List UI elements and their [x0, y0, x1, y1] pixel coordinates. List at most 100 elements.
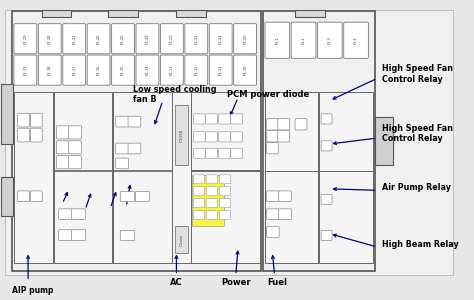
FancyBboxPatch shape — [193, 211, 205, 220]
Text: AC: AC — [170, 278, 183, 287]
FancyBboxPatch shape — [136, 191, 149, 202]
FancyBboxPatch shape — [321, 141, 332, 151]
FancyBboxPatch shape — [116, 158, 128, 169]
Text: Power: Power — [221, 278, 251, 287]
Text: F.1.12: F.1.12 — [194, 65, 198, 75]
FancyBboxPatch shape — [210, 24, 232, 54]
FancyBboxPatch shape — [193, 132, 205, 142]
FancyBboxPatch shape — [136, 24, 159, 54]
FancyBboxPatch shape — [185, 24, 208, 54]
FancyBboxPatch shape — [206, 199, 218, 208]
FancyBboxPatch shape — [266, 142, 278, 154]
Text: High Speed Fan
Control Relay: High Speed Fan Control Relay — [382, 124, 453, 143]
Bar — [112, 92, 172, 263]
FancyBboxPatch shape — [38, 55, 61, 85]
Bar — [54, 170, 112, 171]
FancyBboxPatch shape — [161, 55, 183, 85]
FancyBboxPatch shape — [136, 55, 159, 85]
Text: F.1.17: F.1.17 — [72, 65, 76, 75]
FancyBboxPatch shape — [278, 130, 290, 142]
Bar — [191, 92, 260, 170]
FancyBboxPatch shape — [206, 187, 218, 196]
Text: High Beam Relay: High Beam Relay — [382, 240, 459, 249]
FancyBboxPatch shape — [193, 148, 205, 158]
Bar — [175, 226, 188, 253]
Bar — [319, 92, 373, 171]
FancyBboxPatch shape — [120, 230, 135, 241]
Bar — [14, 92, 53, 263]
FancyBboxPatch shape — [161, 24, 183, 54]
Bar — [175, 105, 188, 165]
FancyBboxPatch shape — [266, 209, 279, 220]
FancyBboxPatch shape — [266, 227, 279, 238]
Text: F.1.27: F.1.27 — [72, 34, 76, 44]
FancyBboxPatch shape — [234, 24, 256, 54]
Bar — [375, 117, 393, 165]
Text: F.1.13: F.1.13 — [170, 65, 174, 75]
Text: F.1.25: F.1.25 — [121, 34, 125, 44]
Text: F1.4: F1.4 — [354, 36, 358, 44]
Bar — [191, 171, 260, 263]
FancyBboxPatch shape — [219, 199, 231, 208]
FancyBboxPatch shape — [321, 230, 332, 241]
Text: F.1.14: F.1.14 — [146, 65, 149, 75]
FancyBboxPatch shape — [193, 199, 205, 208]
FancyBboxPatch shape — [30, 128, 42, 142]
Bar — [0, 84, 13, 144]
FancyBboxPatch shape — [59, 230, 73, 241]
Bar — [108, 10, 137, 17]
FancyBboxPatch shape — [291, 22, 316, 58]
Bar — [264, 171, 318, 263]
FancyBboxPatch shape — [266, 130, 278, 142]
Text: C1ose: C1ose — [180, 233, 183, 246]
FancyBboxPatch shape — [193, 175, 205, 184]
FancyBboxPatch shape — [72, 230, 86, 241]
FancyBboxPatch shape — [206, 148, 218, 158]
FancyBboxPatch shape — [219, 114, 230, 124]
Text: F1.3: F1.3 — [328, 36, 332, 44]
Text: F.1.28: F.1.28 — [48, 34, 52, 44]
FancyBboxPatch shape — [69, 141, 82, 154]
FancyBboxPatch shape — [72, 209, 86, 220]
Bar — [176, 10, 206, 17]
FancyBboxPatch shape — [69, 156, 82, 169]
FancyBboxPatch shape — [321, 194, 332, 205]
FancyBboxPatch shape — [63, 24, 86, 54]
Text: F.1.18: F.1.18 — [48, 65, 52, 75]
Text: F.1.10: F.1.10 — [243, 65, 247, 75]
FancyBboxPatch shape — [59, 209, 73, 220]
Bar — [54, 92, 112, 263]
FancyBboxPatch shape — [18, 113, 29, 127]
FancyBboxPatch shape — [219, 132, 230, 142]
Text: F.1.23: F.1.23 — [170, 34, 174, 44]
FancyBboxPatch shape — [278, 118, 290, 130]
Bar — [0, 177, 13, 216]
FancyBboxPatch shape — [210, 55, 232, 85]
FancyBboxPatch shape — [69, 126, 82, 139]
Text: C1038: C1038 — [180, 128, 183, 142]
Text: Fuel: Fuel — [267, 278, 287, 287]
FancyBboxPatch shape — [344, 22, 368, 58]
FancyBboxPatch shape — [193, 187, 205, 196]
Text: F1.1: F1.1 — [275, 36, 279, 44]
Bar — [173, 92, 191, 263]
Text: F.1.11: F.1.11 — [219, 65, 223, 75]
Bar — [264, 92, 318, 171]
Bar — [319, 171, 373, 263]
FancyBboxPatch shape — [14, 55, 37, 85]
FancyBboxPatch shape — [185, 55, 208, 85]
FancyBboxPatch shape — [321, 114, 332, 124]
FancyBboxPatch shape — [206, 114, 218, 124]
Text: Air Pump Relay: Air Pump Relay — [382, 183, 451, 192]
FancyBboxPatch shape — [234, 55, 256, 85]
FancyBboxPatch shape — [87, 24, 110, 54]
FancyBboxPatch shape — [279, 209, 292, 220]
Text: AIP pump: AIP pump — [12, 286, 54, 295]
FancyBboxPatch shape — [295, 118, 307, 130]
Bar — [263, 11, 375, 271]
FancyBboxPatch shape — [116, 116, 128, 127]
FancyBboxPatch shape — [219, 187, 231, 196]
Bar — [191, 176, 224, 226]
FancyBboxPatch shape — [206, 132, 218, 142]
FancyBboxPatch shape — [116, 143, 128, 154]
